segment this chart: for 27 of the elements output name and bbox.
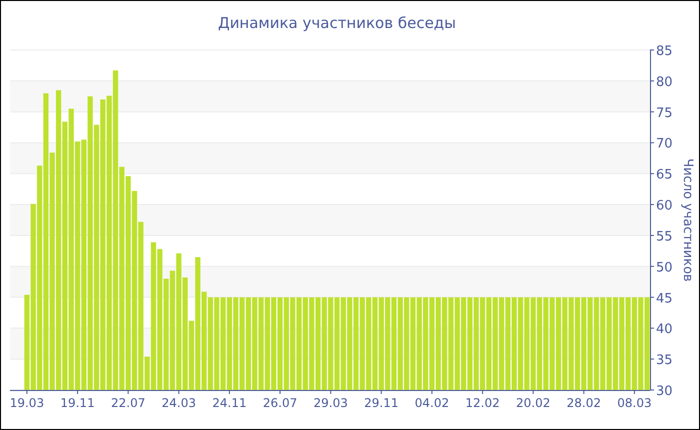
x-tick-label: 19.11 xyxy=(60,396,95,410)
x-tick-label: 04.02 xyxy=(414,396,450,410)
y-tick-label: 85 xyxy=(656,44,673,59)
y-tick-label: 75 xyxy=(656,106,673,121)
x-tick-label: 24.03 xyxy=(162,396,196,410)
y-tick-label: 45 xyxy=(656,291,673,306)
x-tick-label: 29.03 xyxy=(313,396,348,410)
y-tick-label: 40 xyxy=(656,322,673,338)
x-tick-label: 28.02 xyxy=(566,396,601,410)
y-tick-label: 65 xyxy=(656,168,673,183)
y-tick-label: 50 xyxy=(656,260,673,276)
x-tick-label: 29.11 xyxy=(364,396,398,410)
x-tick-label: 12.02 xyxy=(465,396,500,410)
x-tick-label: 19.03 xyxy=(10,396,44,410)
y-axis-title: Число участников xyxy=(680,158,695,282)
y-tick-label: 35 xyxy=(656,353,673,368)
y-tick-label: 30 xyxy=(656,384,673,399)
x-tick-label: 20.02 xyxy=(516,396,550,410)
x-tick-label: 24.11 xyxy=(212,396,247,410)
x-tick-label: 26.07 xyxy=(262,396,298,410)
x-tick-label: 08.03 xyxy=(617,396,652,410)
y-tick-label: 80 xyxy=(656,74,673,90)
y-tick-label: 60 xyxy=(656,198,673,214)
y-tick-label: 70 xyxy=(656,136,673,152)
y-tick-label: 55 xyxy=(656,229,673,244)
chart-title: Динамика участников беседы xyxy=(218,14,456,32)
x-tick-label: 22.07 xyxy=(110,396,146,410)
